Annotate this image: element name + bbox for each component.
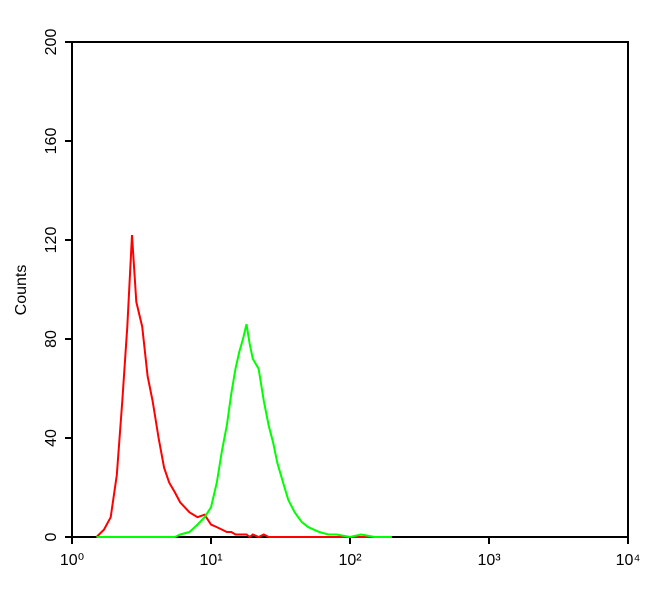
x-tick-label: 10² (338, 552, 362, 569)
series-line (96, 323, 392, 539)
y-tick-label: 80 (43, 330, 60, 348)
y-tick-label: 120 (43, 227, 60, 254)
y-axis-label: Counts (13, 265, 30, 316)
series-line (95, 235, 392, 539)
x-tick-label: 10⁴ (616, 552, 641, 569)
x-tick-label: 10¹ (199, 552, 222, 569)
x-tick-label: 10³ (477, 552, 501, 569)
y-tick-label: 200 (43, 29, 60, 56)
plot-frame (71, 41, 629, 538)
x-tick-label: 10⁰ (60, 552, 84, 569)
y-tick-label: 40 (43, 429, 60, 447)
y-tick-label: 160 (43, 128, 60, 155)
y-tick-label: 0 (43, 532, 60, 541)
